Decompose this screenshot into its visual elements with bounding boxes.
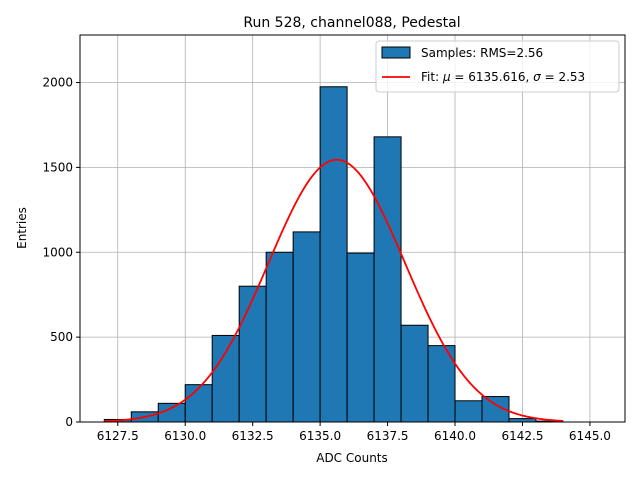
histogram-bar bbox=[454, 400, 483, 423]
y-axis-label: Entries bbox=[15, 207, 29, 249]
chart-title: Run 528, channel088, Pedestal bbox=[243, 15, 460, 31]
histogram-bar bbox=[373, 136, 402, 423]
histogram-bar bbox=[427, 345, 456, 423]
legend-fit-sigma-value: = 2.53 bbox=[541, 70, 585, 84]
legend: Samples: RMS=2.56 Fit: μ = 6135.616, σ =… bbox=[375, 40, 620, 93]
x-tick-label: 6130.0 bbox=[164, 429, 206, 443]
histogram-bar bbox=[184, 384, 213, 423]
x-axis-label: ADC Counts bbox=[316, 451, 388, 465]
plot-area-frame bbox=[79, 34, 626, 423]
x-tick-label: 6142.5 bbox=[501, 429, 543, 443]
x-tick-label: 6137.5 bbox=[367, 429, 409, 443]
legend-fit-mu-value: = 6135.616, bbox=[451, 70, 534, 84]
y-tick-label: 1500 bbox=[42, 160, 73, 174]
x-axis-ticks: 6127.5 6130.0 6132.5 6135.0 6137.5 6140.0 6142… bbox=[97, 422, 611, 443]
legend-fit-mu-symbol: μ bbox=[442, 70, 451, 84]
legend-frame bbox=[375, 40, 620, 93]
histogram-bars bbox=[103, 86, 564, 423]
histogram-bar bbox=[400, 324, 429, 423]
histogram-bar bbox=[265, 251, 294, 423]
x-tick-label: 6140.0 bbox=[434, 429, 476, 443]
histogram-bar bbox=[319, 86, 348, 423]
legend-label-fit: Fit: μ = 6135.616, σ = 2.53 bbox=[421, 70, 585, 84]
y-tick-label: 0 bbox=[65, 415, 73, 429]
y-tick-label: 1000 bbox=[42, 245, 73, 259]
y-tick-label: 2000 bbox=[42, 76, 73, 90]
legend-fit-sigma-symbol: σ bbox=[533, 70, 541, 84]
histogram-bar bbox=[346, 252, 375, 423]
histogram-bar bbox=[292, 231, 321, 423]
histogram-bar bbox=[238, 285, 267, 423]
x-tick-label: 6135.0 bbox=[299, 429, 341, 443]
gaussian-fit-curve bbox=[104, 158, 564, 423]
legend-swatch-samples bbox=[381, 46, 411, 59]
y-tick-label: 500 bbox=[50, 330, 73, 344]
histogram-bar bbox=[211, 334, 240, 423]
legend-label-samples: Samples: RMS=2.56 bbox=[421, 46, 543, 60]
x-tick-label: 6127.5 bbox=[97, 429, 139, 443]
x-tick-label: 6145.0 bbox=[569, 429, 611, 443]
y-axis-ticks: 0 500 1000 1500 2000 bbox=[42, 76, 80, 429]
fit-curve-layer bbox=[104, 158, 564, 423]
x-tick-label: 6132.5 bbox=[232, 429, 274, 443]
histogram-bar bbox=[508, 418, 537, 423]
legend-fit-prefix: Fit: bbox=[421, 70, 443, 84]
